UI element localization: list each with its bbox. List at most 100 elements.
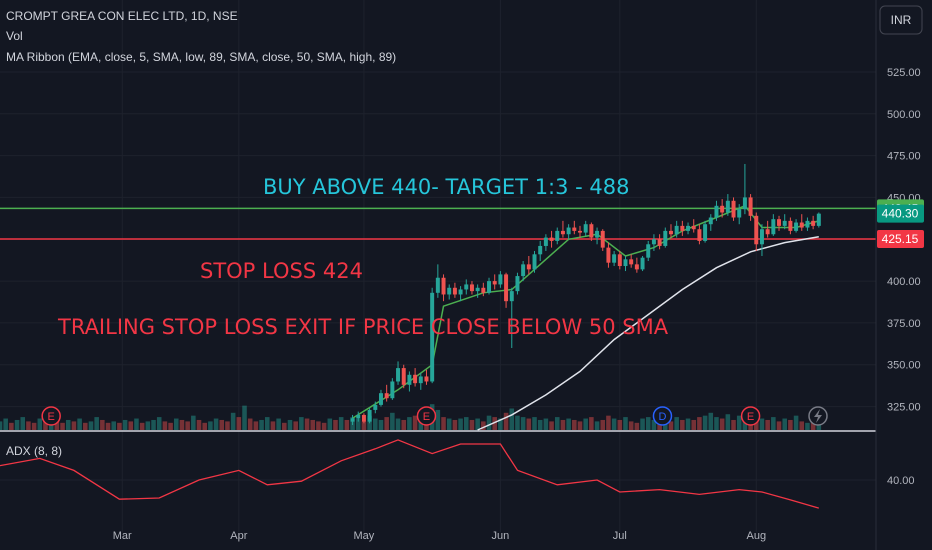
volume-bar [264,417,270,430]
candle-body [782,220,787,226]
candle-body [350,418,355,422]
candle-body [725,200,730,213]
candle-body [560,230,565,235]
volume-bar [253,421,259,430]
candle-body [566,227,571,235]
event-label: E [747,411,754,423]
volume-bar [702,415,708,430]
y-tick-label: 500.00 [887,109,921,121]
candle-body [714,205,719,218]
event-marker [652,406,673,426]
volume-bar [583,418,588,430]
candle-body [532,254,537,270]
volume-bar [384,417,389,430]
event-label: E [48,411,55,423]
alert-icon[interactable] [808,406,828,426]
candle-body [367,409,372,422]
candle-body [413,374,418,384]
volume-bar [765,419,770,430]
volume-bar [31,422,37,430]
candle-body [390,381,395,399]
volume-bar [401,419,406,430]
volume-bar [549,421,554,430]
candle-body [657,239,662,246]
volume-bar [202,422,207,430]
volume-bar [0,421,3,430]
volume-bar [105,422,111,430]
volume-bar [464,417,469,430]
volume-bar [407,417,412,430]
candle-body [799,222,804,228]
volume-bar [526,418,532,430]
candle-body [720,205,725,213]
volume-bar [572,419,577,430]
currency-label[interactable]: INR [891,13,912,27]
indicator-label: Vol [6,29,23,43]
level-layer [0,207,876,240]
currency-button[interactable] [879,5,923,35]
volume-bar [304,418,310,430]
y-tick-label: 325.00 [887,402,921,414]
volume-bar [589,417,594,430]
volume-bar [196,419,202,430]
volume-bar [640,418,645,430]
volume-bar [338,417,344,430]
volume-bar [168,422,173,430]
volume-bar [20,417,26,430]
candle-body [788,220,793,231]
annotation: TRAILING STOP LOSS EXIT IF PRICE CLOSE B… [57,315,669,339]
volume-bar [788,419,793,430]
candle-body [509,291,514,302]
candle-body [430,292,435,382]
candle-body [361,414,366,422]
candle-body [435,277,440,293]
annotation: STOP LOSS 424 [200,259,363,283]
volume-bar [174,418,179,430]
volume-bar [43,419,48,430]
x-tick-label: Jun [492,530,510,542]
volume-bar [623,417,628,430]
volume-bar [236,417,242,430]
volume-bar [731,419,736,430]
volume-bar [139,422,145,430]
volume-bar [213,418,219,430]
candle-body [612,254,617,263]
volume-bar [412,415,418,430]
volume-bar [282,422,287,430]
candle-body [634,264,639,270]
volume-bar [134,418,139,430]
volume-bar [344,419,350,430]
volume-bar [310,419,316,430]
candle-body [606,247,611,263]
volume-bar [566,418,571,430]
candle-body [384,393,389,399]
volume-bar [685,418,691,430]
volume-bar [270,421,276,430]
event-label: D [658,411,666,423]
volume-bar [299,417,304,430]
volume-bar [230,412,236,430]
volume-bar [475,418,480,430]
candle-body [742,197,747,210]
candle-body [686,225,691,231]
volume-bar [628,421,634,430]
volume-bar [122,419,128,430]
candle-body [401,368,406,385]
volume-bar [156,417,162,430]
volume-bar [509,408,515,430]
adx-line [0,439,819,509]
candle-body [555,230,560,241]
volume-bar [520,417,526,430]
candle-body [396,368,401,382]
volume-bar [100,419,105,430]
candle-body [469,284,474,292]
volume-bar [668,421,674,430]
candle-body [816,213,821,226]
volume-bar [486,415,492,430]
volume-bar [469,419,475,430]
candle-layer [350,163,821,425]
candle-body [356,414,361,419]
indicator-label: MA Ribbon (EMA, close, 5, SMA, low, 89, … [6,50,396,64]
candle-body [458,289,463,295]
